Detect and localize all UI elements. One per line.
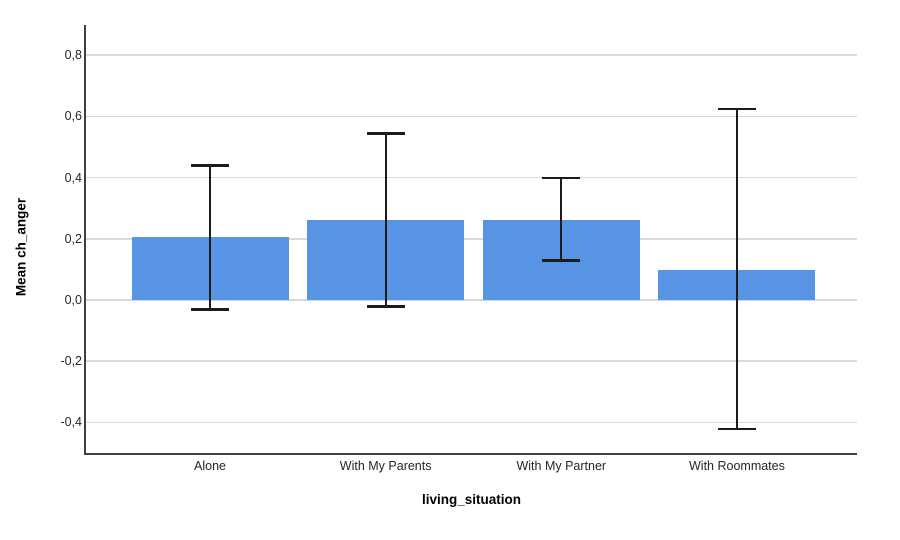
gridline [86,115,857,118]
error-bar-cap-upper [717,107,756,111]
x-category-label: Alone [194,459,226,473]
error-bar-line [384,133,387,307]
gridline [86,238,857,240]
x-axis-title: living_situation [421,492,521,507]
x-category-label: With My Partner [516,459,607,473]
error-bar-cap-lower [191,308,229,311]
error-bar-cap-upper [191,164,229,167]
gridline [86,54,857,56]
y-tick-label: 0,4 [64,170,82,185]
gridline [86,360,857,362]
error-bar-cap-lower [717,427,756,431]
y-axis-line [84,25,86,455]
y-tick-label: 0,0 [64,293,82,307]
error-bar-cap-upper [366,132,405,135]
y-tick-label: 0,6 [64,109,82,124]
gridline [86,421,857,424]
y-tick-label: 0,8 [64,48,82,63]
x-category-label: With My Parents [339,459,432,473]
x-category-label: With Roommates [689,459,785,473]
error-bar-line [735,108,738,429]
gridline [86,299,857,301]
x-axis-line [84,453,857,455]
plot-area: Alone With My Parents With My Partner With … [84,25,857,473]
y-tick-label: -0,2 [60,354,82,369]
gridline [86,176,857,179]
error-bar-cap-lower [542,259,581,262]
y-axis-title: Mean ch_anger [13,197,29,297]
y-tick-label: 0,2 [64,231,82,246]
error-bar-line [560,177,563,261]
error-bar-line [209,165,211,310]
error-bar-cap-lower [366,305,405,308]
y-tick-label: -0,4 [60,415,82,430]
error-bar-cap-upper [542,176,581,180]
